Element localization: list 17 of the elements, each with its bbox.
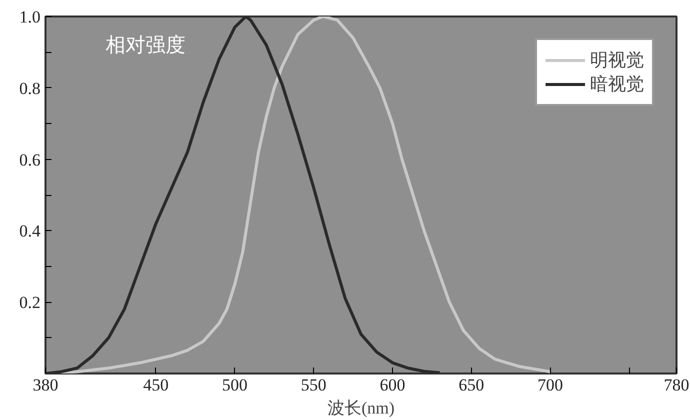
x-tick-label: 550 xyxy=(300,376,326,394)
y-tick-label: 0.6 xyxy=(19,150,40,170)
x-tick-label: 450 xyxy=(143,376,169,394)
x-axis-title: 波长(nm) xyxy=(327,398,395,418)
x-tick-label: 650 xyxy=(458,376,484,394)
annotation: 相对强度 xyxy=(106,34,186,56)
x-tick-label: 780 xyxy=(664,376,690,394)
x-tick-label: 600 xyxy=(380,376,406,394)
y-tick-label: 0.2 xyxy=(19,293,40,312)
y-tick-label: 0.8 xyxy=(19,78,40,98)
y-tick-label: 0.4 xyxy=(19,222,41,241)
legend-label: 暗视觉 xyxy=(590,73,644,96)
x-tick-label: 500 xyxy=(222,376,248,394)
legend-label: 明视觉 xyxy=(590,49,644,72)
y-tick-label: 1.0 xyxy=(19,8,40,26)
x-tick-label: 700 xyxy=(538,376,564,394)
x-tick-label: 380 xyxy=(32,376,58,394)
